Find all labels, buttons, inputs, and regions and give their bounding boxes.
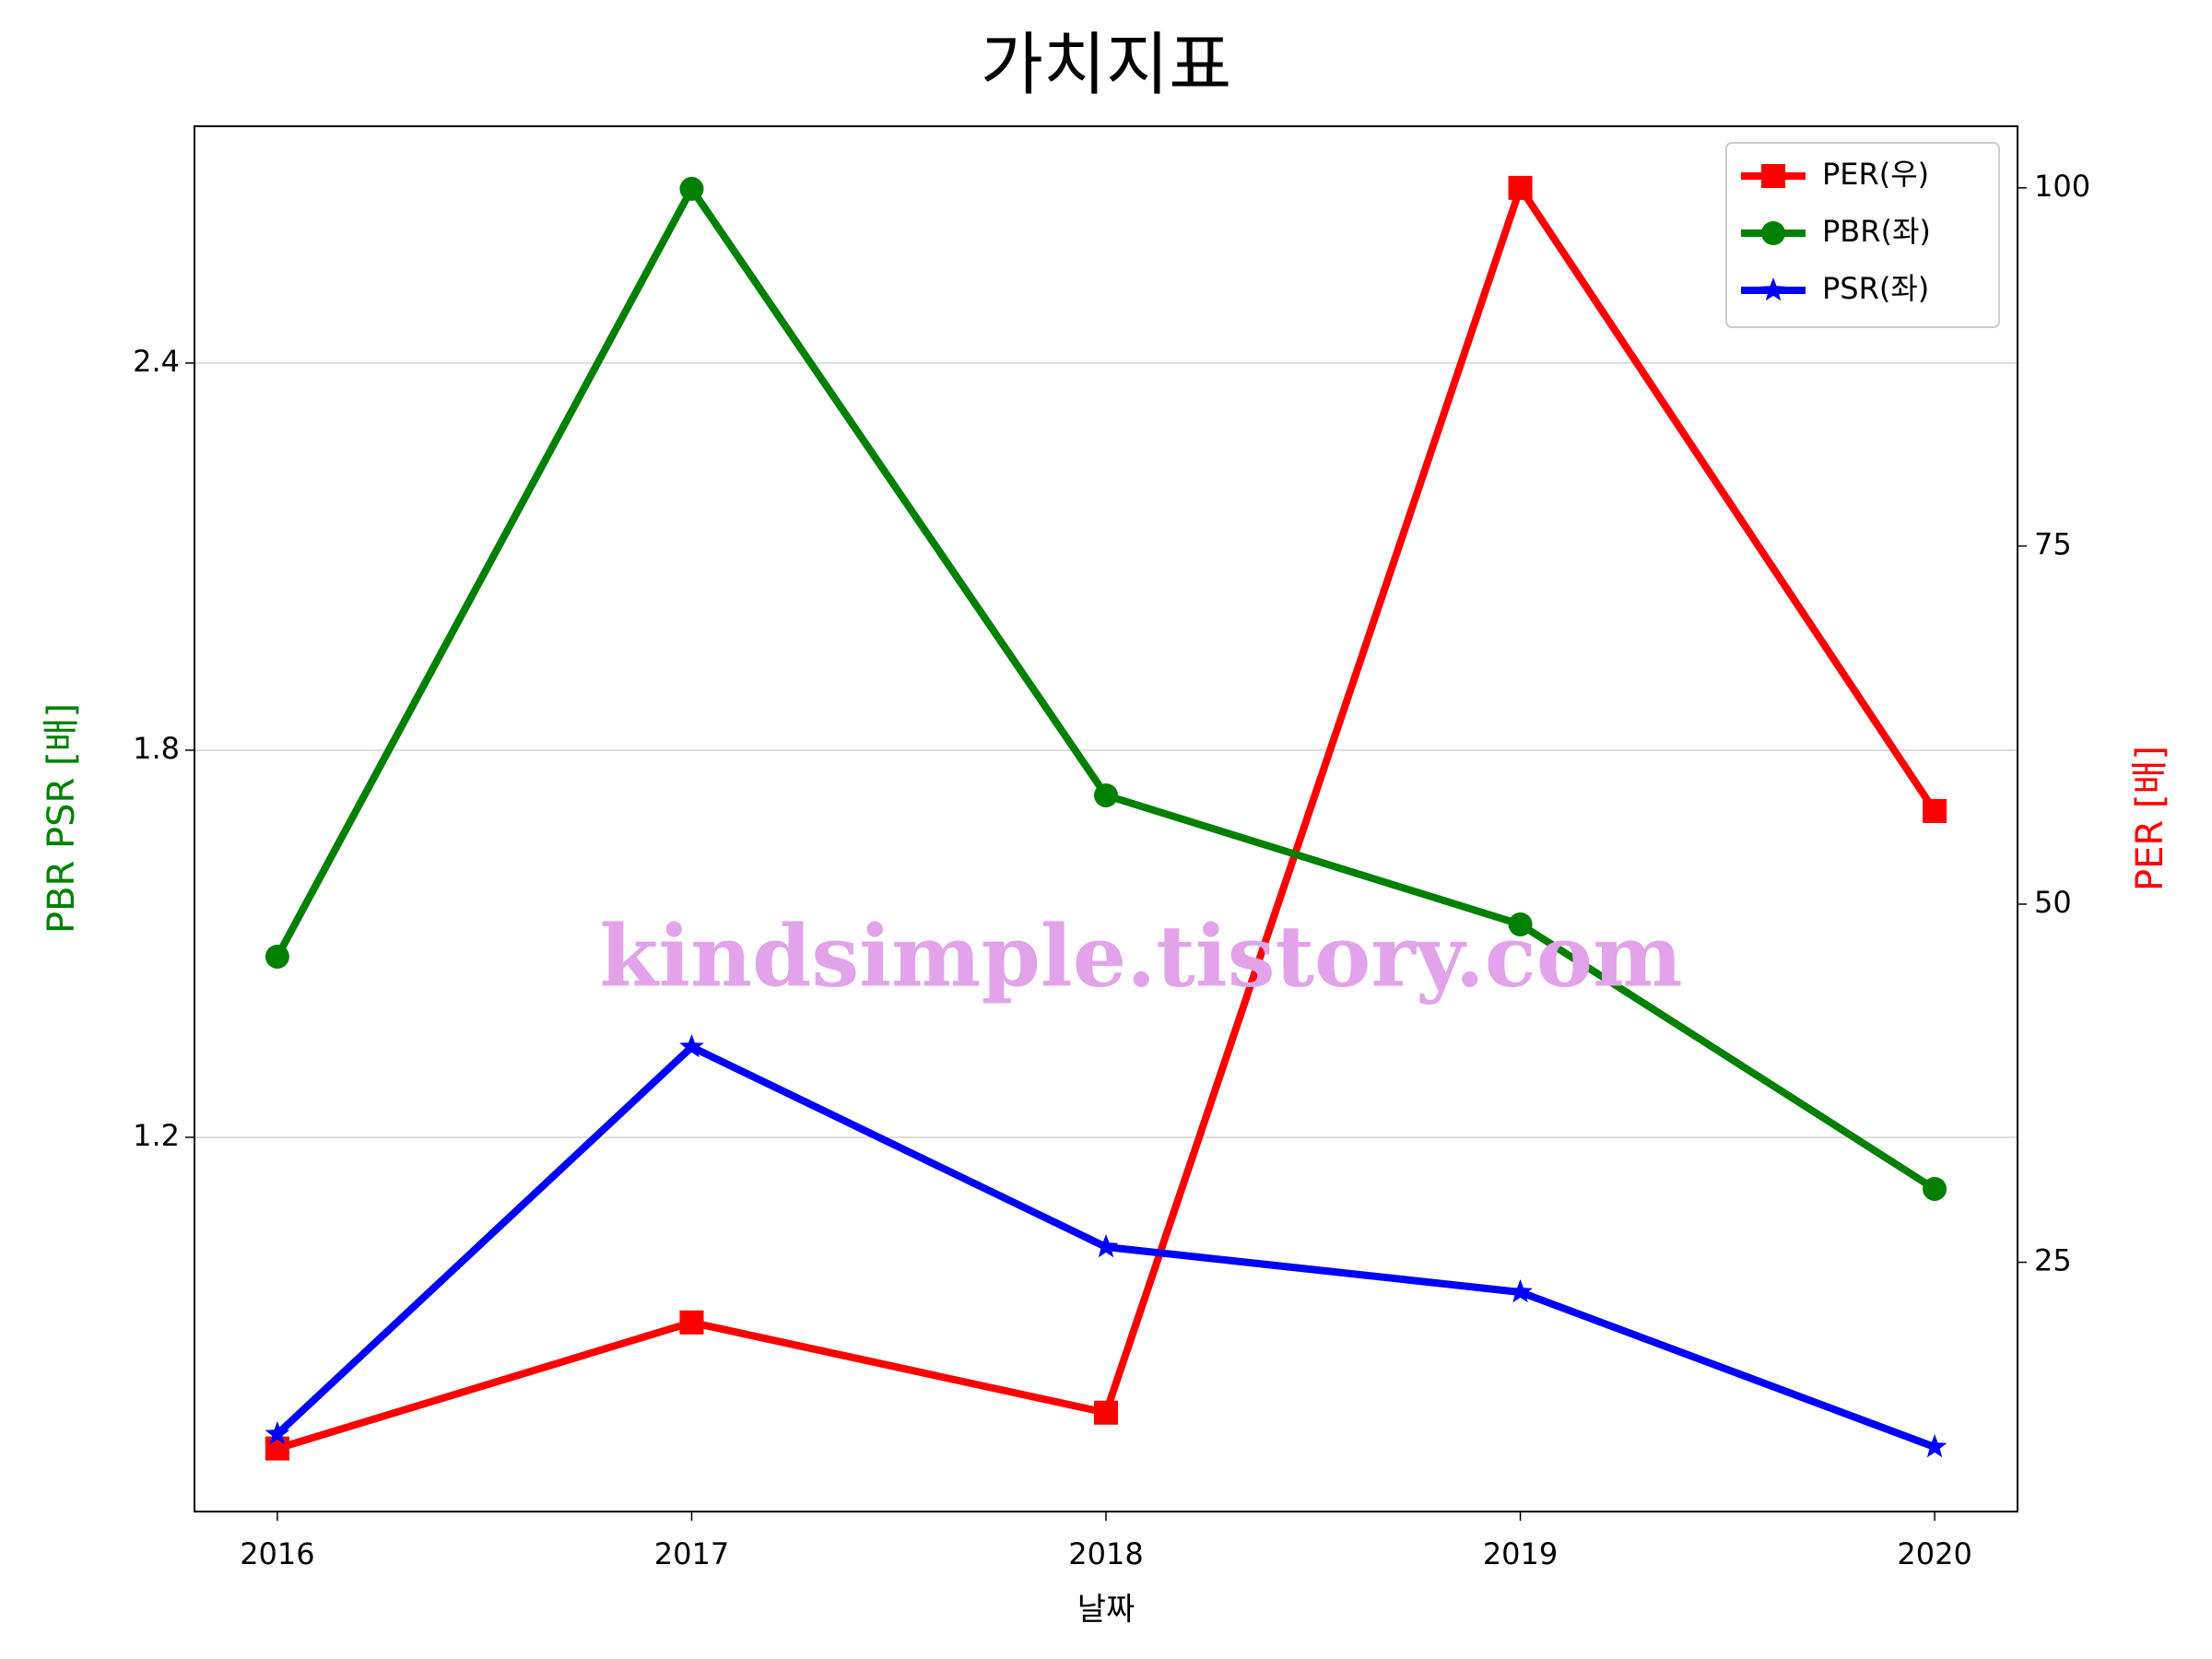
marker — [679, 176, 704, 201]
marker — [1761, 164, 1785, 188]
marker — [679, 1310, 704, 1335]
legend-label: PBR(좌) — [1822, 214, 1931, 249]
y-tick-label: 2.4 — [133, 344, 180, 379]
y2-tick-label: 25 — [2034, 1243, 2072, 1278]
marker — [1508, 175, 1533, 200]
marker — [1508, 912, 1533, 936]
marker — [1093, 1234, 1119, 1258]
marker — [1923, 1176, 1947, 1201]
watermark: kindsimple.tistory.com — [599, 907, 1682, 1006]
legend-label: PER(우) — [1822, 157, 1929, 192]
y2-axis-label: PER [배] — [2129, 746, 2171, 891]
x-tick-label: 2020 — [1897, 1536, 1971, 1571]
marker — [265, 1421, 290, 1445]
marker — [1094, 1400, 1118, 1425]
series-line — [274, 184, 1937, 1193]
marker — [265, 944, 289, 969]
plot-frame — [194, 125, 2018, 1512]
series-line — [276, 183, 1938, 1453]
y2-tick-label: 100 — [2034, 169, 2090, 204]
legend: PER(우) PBR(좌) PSR(좌) — [1725, 142, 2000, 328]
y-axis-label: PBR PSR [배] — [41, 703, 83, 934]
x-tick-label: 2018 — [1068, 1536, 1143, 1571]
marker — [679, 1034, 704, 1058]
x-tick-label: 2016 — [240, 1536, 314, 1571]
legend-label: PSR(좌) — [1822, 271, 1929, 306]
x-tick-label: 2017 — [654, 1536, 729, 1571]
marker — [1760, 277, 1786, 301]
y-tick-label: 1.8 — [133, 731, 180, 766]
y2-tick-label: 50 — [2034, 885, 2072, 920]
y2-tick-label: 75 — [2034, 526, 2072, 561]
y-tick-label: 1.2 — [133, 1118, 180, 1153]
x-tick-label: 2019 — [1483, 1536, 1558, 1571]
chart-title: 가치지표 — [981, 26, 1231, 105]
marker — [1508, 1279, 1533, 1303]
marker — [1922, 1434, 1947, 1458]
legend-frame — [1725, 142, 2000, 328]
marker — [1761, 221, 1785, 245]
marker — [265, 1436, 289, 1461]
marker — [1094, 782, 1118, 807]
x-axis-label: 날짜 — [1077, 1592, 1135, 1629]
marker — [1923, 798, 1947, 823]
